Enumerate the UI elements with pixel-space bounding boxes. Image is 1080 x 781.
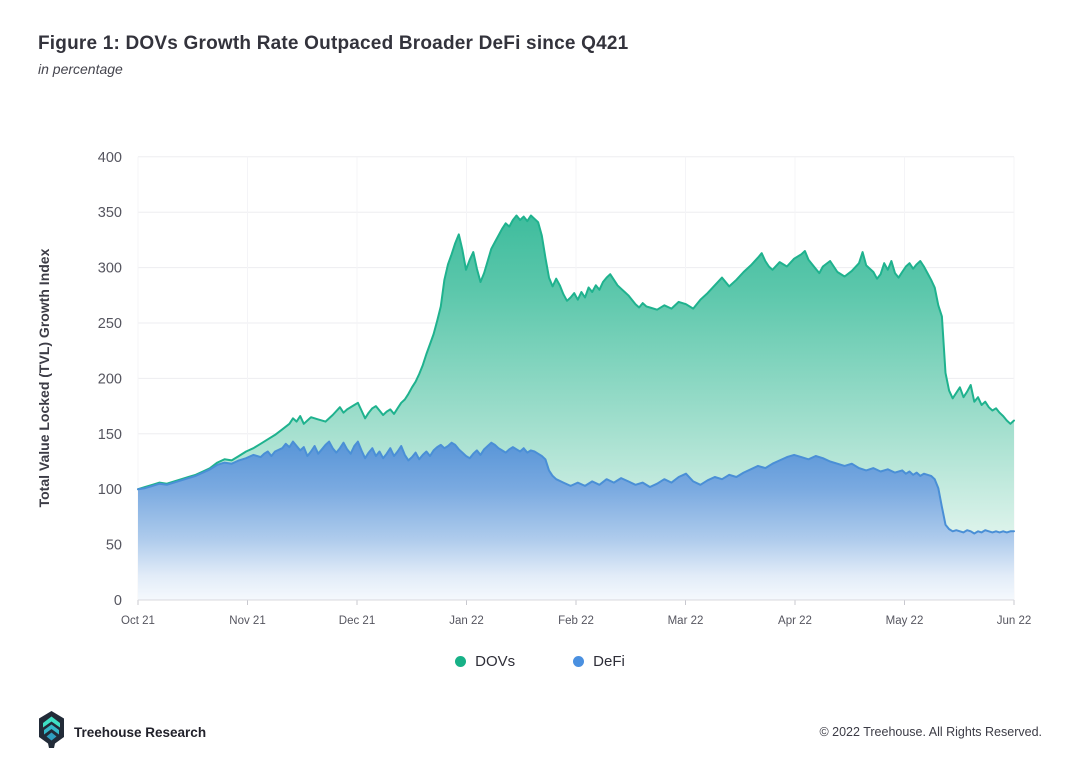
legend-label: DeFi [593, 653, 625, 670]
y-tick-label: 150 [98, 427, 122, 443]
legend-dot-defi [573, 656, 585, 667]
x-tick-label: Mar 22 [668, 615, 704, 627]
x-tick-label: Oct 21 [121, 615, 155, 627]
figure-title: Figure 1: DOVs Growth Rate Outpaced Broa… [38, 33, 629, 54]
copyright-text: © 2022 Treehouse. All Rights Reserved. [819, 725, 1042, 739]
y-tick-label: 0 [114, 593, 122, 609]
x-tick-label: Dec 21 [339, 615, 375, 627]
x-tick-label: May 22 [886, 615, 924, 627]
x-tick-label: Feb 22 [558, 615, 594, 627]
legend-label: DOVs [475, 653, 516, 670]
brand: Treehouse Research [38, 710, 207, 754]
legend-dot-dovs [455, 656, 467, 667]
footer: Treehouse Research © 2022 Treehouse. All… [38, 707, 1042, 757]
line-dovs [137, 214, 1015, 491]
area-chart-canvas: 0 50 100 150 200 250 300 350 400 Oct 21 Nov 21 Dec … [36, 150, 1032, 627]
x-tick-label: Nov 21 [229, 615, 265, 627]
y-tick-label: 400 [98, 150, 122, 166]
y-tick-label: 100 [98, 482, 122, 498]
y-axis-title: Total Value Locked (TVL) Growth Index [36, 248, 52, 507]
treehouse-logo-icon [38, 710, 65, 754]
brand-name: Treehouse Research [74, 724, 207, 740]
area-defi [138, 441, 1014, 600]
chart-legend: DOVs DeFi [0, 653, 1080, 670]
y-tick-label: 200 [98, 371, 122, 387]
y-tick-label: 350 [98, 205, 122, 221]
figure-subtitle: in percentage [38, 61, 123, 77]
x-tick-label: Jun 22 [997, 615, 1032, 627]
y-tick-label: 250 [98, 316, 122, 332]
y-tick-label: 300 [98, 261, 122, 277]
legend-item-defi[interactable]: DeFi [573, 653, 625, 670]
x-tick-label: Apr 22 [778, 615, 812, 627]
y-tick-label: 50 [106, 538, 122, 554]
line-defi [137, 440, 1015, 535]
x-tick-label: Jan 22 [449, 615, 484, 627]
tvl-growth-chart: 0 50 100 150 200 250 300 350 400 Oct 21 Nov 21 Dec … [36, 150, 1032, 627]
legend-item-dovs[interactable]: DOVs [455, 653, 515, 670]
